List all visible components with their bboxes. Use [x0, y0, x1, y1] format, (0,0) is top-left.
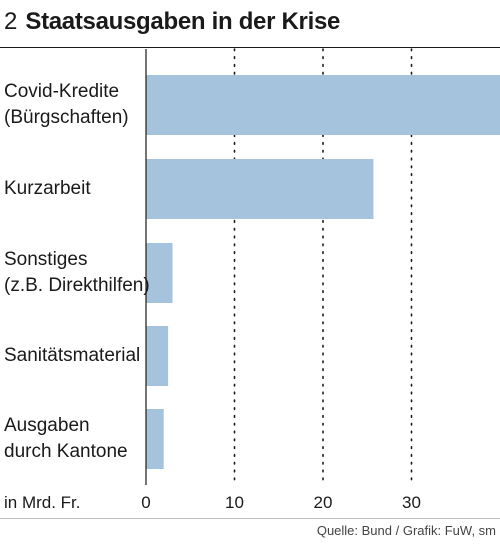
category-label-line: (z.B. Direkthilfen) [4, 275, 150, 296]
category-label-line: Covid-Kredite [4, 81, 119, 102]
figure-number: 2 [4, 8, 18, 35]
bar [146, 159, 374, 219]
category-label: Sanitätsmaterial [4, 345, 140, 366]
category-label-line: (Bürgschaften) [4, 107, 129, 128]
bar [146, 409, 164, 469]
footer-rule [0, 518, 500, 519]
x-tick-label: 0 [141, 493, 150, 512]
category-label: Kurzarbeit [4, 178, 91, 199]
category-label-line: durch Kantone [4, 441, 128, 462]
category-label: Ausgaben durch Kantone [4, 415, 128, 462]
category-label-line: Kurzarbeit [4, 178, 91, 199]
unit-label: in Mrd. Fr. [4, 493, 81, 512]
bar [146, 326, 169, 386]
x-tick-label: 10 [225, 493, 244, 512]
title-rule [0, 47, 500, 48]
chart-title: Staatsausgaben in der Krise [25, 8, 341, 35]
category-label: Sonstiges (z.B. Direkthilfen) [4, 249, 150, 296]
bar [146, 243, 173, 303]
category-label-line: Sanitätsmaterial [4, 345, 140, 366]
category-label-line: Ausgaben [4, 415, 90, 436]
category-label: Covid-Kredite (Bürgschaften) [4, 81, 129, 128]
chart-header: 2 Staatsausgaben in der Krise [4, 8, 340, 42]
x-tick-label: 30 [402, 493, 421, 512]
bar [146, 75, 500, 135]
x-tick-label: 20 [314, 493, 333, 512]
source-note: Quelle: Bund / Grafik: FuW, sm [316, 523, 496, 538]
category-label-line: Sonstiges [4, 249, 87, 270]
